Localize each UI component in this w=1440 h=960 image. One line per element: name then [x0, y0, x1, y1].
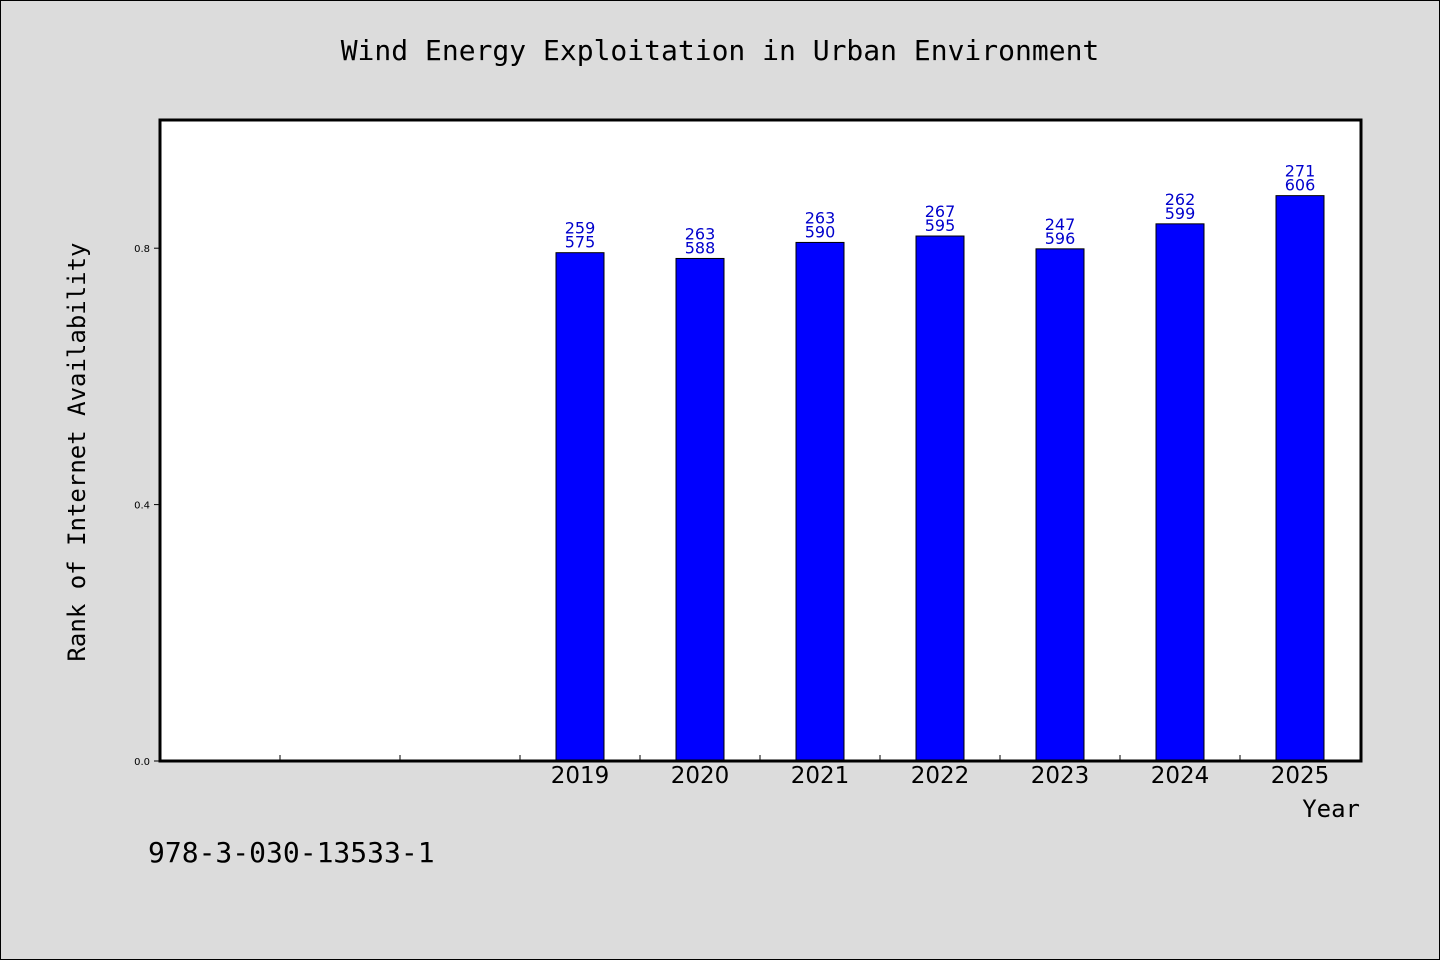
bar-2019 — [555, 252, 605, 762]
bar-data-label-top: 263 — [805, 208, 836, 227]
bar-2024 — [1155, 223, 1205, 762]
bar-2020 — [675, 257, 725, 762]
bar-data-label-bottom: 588 — [685, 238, 716, 257]
plot-border — [158, 118, 1363, 763]
x-tick-label: 2024 — [1151, 763, 1210, 789]
x-tick-label: 2021 — [791, 763, 850, 789]
bar-data-label-bottom: 596 — [1045, 229, 1076, 248]
bar-data-label-bottom: 590 — [805, 222, 836, 241]
bar-data-label-bottom: 575 — [565, 233, 596, 252]
footer-identifier: 978-3-030-13533-1 — [148, 836, 435, 869]
y-tick-label: 0.8 — [134, 244, 150, 255]
x-axis: 2019 2020 2021 2022 2023 2024 2025 — [279, 755, 1330, 789]
x-tick-label: 2022 — [911, 763, 970, 789]
bar-2025 — [1275, 195, 1325, 762]
y-axis-label: Rank of Internet Availability — [63, 242, 91, 661]
x-tick-label: 2019 — [551, 763, 610, 789]
x-tick-label: 2023 — [1031, 763, 1090, 789]
chart-title: Wind Energy Exploitation in Urban Enviro… — [341, 34, 1100, 67]
bar-data-label-top: 271 — [1285, 162, 1316, 181]
bar-data-label-top: 259 — [565, 219, 596, 238]
x-tick-label: 2020 — [671, 763, 730, 789]
y-tick-label: 0.4 — [134, 501, 150, 512]
bar-2022 — [915, 235, 965, 762]
bar-series — [555, 195, 1325, 762]
bar-data-label-top: 263 — [685, 224, 716, 243]
bar-2023 — [1035, 248, 1085, 762]
bar-data-label-top: 267 — [925, 202, 956, 221]
bar-2021 — [795, 241, 845, 762]
y-tick-label: 0.0 — [134, 757, 150, 768]
bar-data-label-bottom: 595 — [925, 216, 956, 235]
bar-data-label-bottom: 606 — [1285, 176, 1316, 195]
y-axis: 0.0 0.4 0.8 — [134, 244, 160, 768]
x-axis-label: Year — [1302, 795, 1360, 823]
x-tick-label: 2025 — [1271, 763, 1330, 789]
bar-data-label-bottom: 599 — [1165, 204, 1196, 223]
bar-data-label-top: 262 — [1165, 190, 1196, 209]
bar-data-label-top: 247 — [1045, 215, 1076, 234]
